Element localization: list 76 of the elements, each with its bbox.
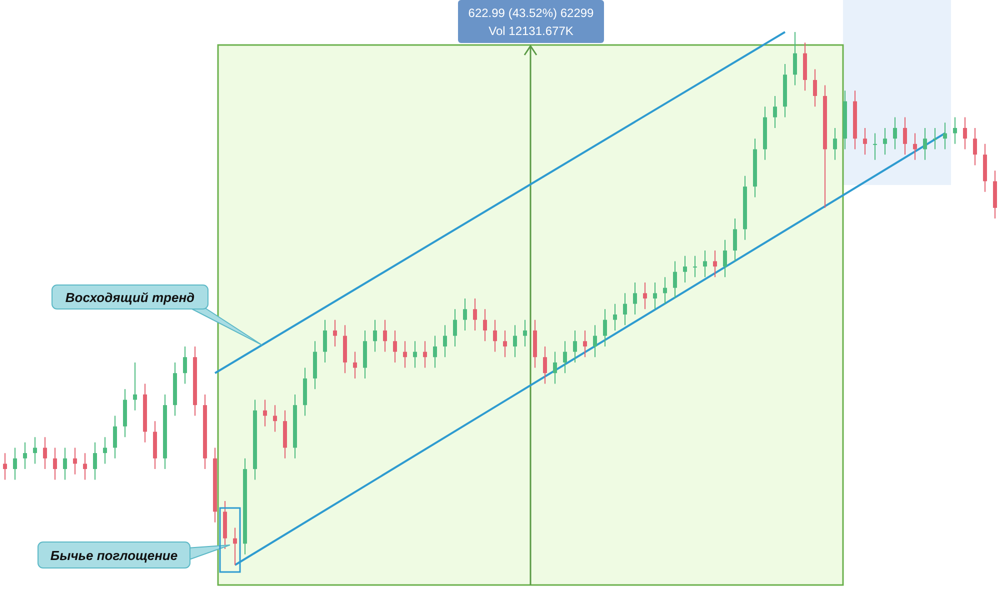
candlestick xyxy=(593,324,597,358)
candlestick xyxy=(323,319,327,363)
candlestick xyxy=(603,308,607,347)
candlestick xyxy=(63,447,67,480)
candlestick xyxy=(663,276,667,304)
candlestick xyxy=(553,351,557,384)
candlestick xyxy=(953,116,957,144)
candlestick xyxy=(43,436,47,470)
candlestick xyxy=(633,282,637,315)
candlestick xyxy=(13,447,17,480)
candlestick xyxy=(233,527,237,566)
candlestick xyxy=(53,447,57,480)
candlestick xyxy=(133,362,137,411)
candlestick xyxy=(963,116,967,150)
candlestick xyxy=(613,303,617,331)
candlestick xyxy=(773,95,777,128)
candlestick xyxy=(893,116,897,150)
candlestick xyxy=(903,116,907,156)
candlestick xyxy=(473,298,477,331)
candlestick xyxy=(373,319,377,352)
candlestick xyxy=(543,346,547,384)
candlestick xyxy=(933,127,937,150)
candlestick xyxy=(453,308,457,347)
candlestick xyxy=(113,415,117,459)
candlestick xyxy=(433,335,437,368)
candlestick xyxy=(913,132,917,160)
candlestick xyxy=(583,330,587,358)
candlestick xyxy=(353,351,357,379)
candlestick xyxy=(693,255,697,278)
candlestick xyxy=(573,330,577,363)
candlestick xyxy=(713,250,717,278)
candlestick xyxy=(563,340,567,374)
candlestick xyxy=(23,442,27,470)
candlestick xyxy=(443,324,447,358)
candlestick xyxy=(943,122,947,150)
candlestick xyxy=(73,447,77,475)
candlestick xyxy=(513,324,517,358)
candlestick xyxy=(873,132,877,160)
candlestick xyxy=(383,319,387,352)
candlestick xyxy=(623,292,627,326)
candlestick xyxy=(973,127,977,166)
candlestick xyxy=(523,319,527,347)
annotation: Восходящий тренд xyxy=(65,290,195,305)
candlestick xyxy=(883,127,887,156)
text: 622.99 (43.52%) 62299 xyxy=(468,6,594,20)
candlestick xyxy=(183,346,187,384)
candlestick xyxy=(93,442,97,480)
candlestick xyxy=(833,127,837,160)
candlestick xyxy=(103,436,107,464)
candlestick xyxy=(33,436,37,464)
candlestick xyxy=(703,250,707,278)
candlestick xyxy=(3,452,7,480)
candlestick xyxy=(483,308,487,342)
candlestick xyxy=(793,32,797,86)
candlestick xyxy=(813,68,817,108)
annotation: Бычье поглощение xyxy=(50,548,178,563)
candlestick xyxy=(503,330,507,358)
candlestick xyxy=(403,340,407,368)
candlestick xyxy=(273,404,277,432)
candlestick xyxy=(863,127,867,156)
annotation: Vol 12131.677K xyxy=(488,24,574,38)
candlestick xyxy=(673,260,677,299)
candlestick xyxy=(463,298,467,331)
candlestick xyxy=(393,330,397,363)
candlestick xyxy=(653,282,657,310)
candlestick xyxy=(733,218,737,262)
candlestick xyxy=(643,282,647,310)
candlestick xyxy=(493,319,497,352)
candlestick xyxy=(923,127,927,160)
candlestick xyxy=(423,340,427,368)
candlestick xyxy=(683,255,687,284)
candlestick xyxy=(263,399,267,427)
candlestick xyxy=(413,340,417,368)
candlestick xyxy=(333,319,337,347)
candlestick xyxy=(723,239,727,278)
candlestick xyxy=(83,452,87,480)
